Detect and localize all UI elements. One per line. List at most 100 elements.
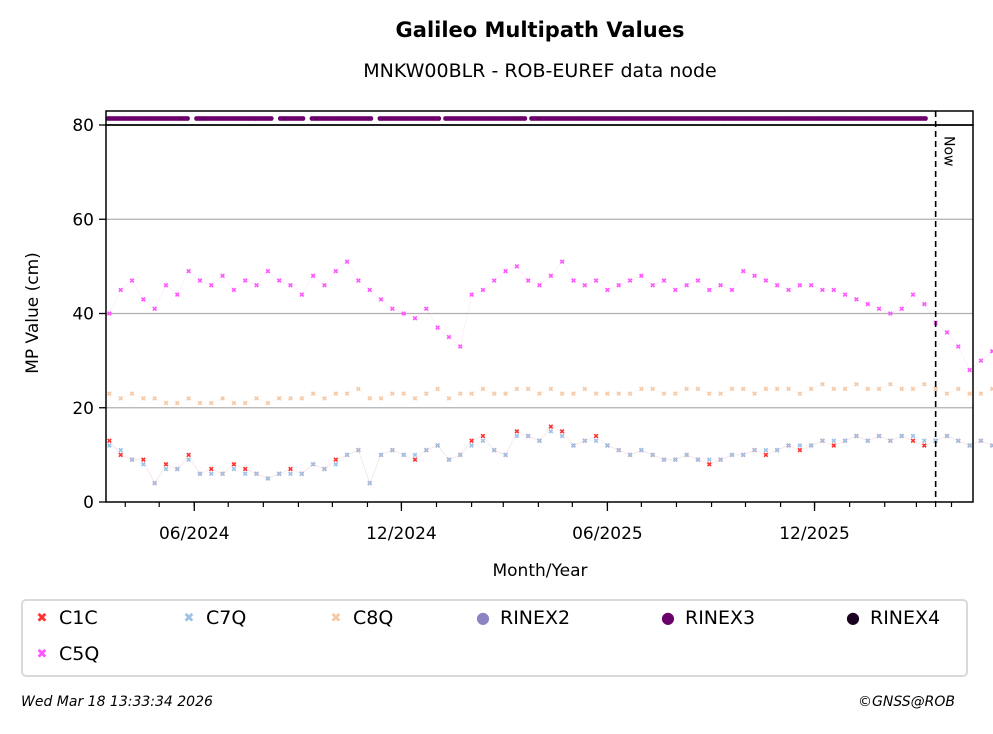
data-point-c8q	[684, 386, 690, 392]
series-connector	[561, 431, 574, 446]
data-point-c7q	[582, 438, 588, 444]
data-point-c1c	[140, 457, 146, 462]
data-point-c7q	[333, 461, 339, 467]
data-point-c8q	[661, 391, 667, 396]
legend-label: RINEX3	[685, 607, 756, 629]
data-point-c8q	[242, 400, 248, 406]
y-tick-label: 60	[72, 210, 94, 230]
data-point-c8q	[423, 391, 429, 396]
data-point-c8q	[118, 395, 124, 401]
data-point-c1c	[163, 461, 169, 467]
data-point-c7q	[808, 443, 814, 448]
data-point-c7q	[514, 433, 520, 439]
data-point-c8q	[435, 386, 440, 392]
data-point-c5q	[129, 278, 135, 283]
data-point-c5q	[571, 278, 576, 283]
data-point-c5q	[820, 287, 825, 293]
data-point-c8q	[876, 386, 882, 392]
data-point-c8q	[344, 391, 350, 396]
data-point-c7q	[786, 443, 791, 448]
data-point-c8q	[537, 391, 542, 396]
y-tick-label: 20	[72, 399, 94, 419]
series-connector	[516, 266, 529, 281]
dot-marker-icon: ●	[661, 608, 675, 627]
x-tick-label: 06/2025	[572, 524, 643, 544]
data-point-c7q	[740, 452, 746, 458]
data-point-c5q	[921, 301, 927, 307]
data-point-c8q	[163, 400, 169, 406]
data-point-c8q	[310, 391, 316, 396]
data-point-c5q	[423, 306, 429, 312]
data-point-c8q	[978, 391, 984, 396]
series-connector	[539, 426, 552, 441]
series-connector	[109, 440, 122, 456]
data-point-c7q	[457, 452, 463, 458]
data-point-c7q	[888, 438, 893, 444]
data-point-c5q	[706, 287, 712, 293]
series-connector	[176, 454, 189, 470]
legend-item-rinex3: ● RINEX3	[661, 607, 755, 629]
data-point-c1c	[593, 433, 599, 439]
data-point-c7q	[718, 457, 723, 462]
data-point-c5q	[740, 268, 746, 274]
dot-marker-icon: ●	[476, 608, 490, 627]
data-point-c5q	[910, 292, 916, 298]
data-point-c8q	[389, 391, 395, 396]
data-point-c5q	[695, 278, 701, 283]
data-points	[107, 259, 993, 486]
data-point-c7q	[616, 447, 622, 453]
data-point-c8q	[548, 386, 554, 392]
now-label: Now	[941, 136, 957, 167]
data-point-c5q	[865, 301, 871, 307]
data-point-c7q	[401, 452, 407, 458]
data-point-c8q	[491, 391, 497, 396]
data-point-c5q	[650, 282, 656, 288]
rinex3-point	[923, 116, 928, 121]
data-point-c7q	[933, 438, 939, 444]
data-point-c5q	[208, 282, 214, 288]
y-tick-label: 80	[72, 116, 94, 136]
data-point-c8q	[412, 395, 418, 401]
data-point-c5q	[333, 268, 339, 274]
data-point-c7q	[763, 447, 769, 453]
data-point-c8q	[967, 391, 972, 396]
data-point-c8q	[797, 391, 803, 396]
data-point-c7q	[978, 438, 984, 444]
data-point-c7q	[921, 438, 927, 444]
data-point-c5q	[288, 282, 293, 288]
series-connector	[154, 468, 167, 484]
data-point-c7q	[356, 447, 361, 453]
series-connector	[459, 294, 472, 347]
data-point-c8q	[808, 386, 814, 392]
legend-label: C5Q	[59, 643, 100, 665]
data-point-c7q	[627, 452, 633, 458]
data-point-c8q	[616, 391, 622, 396]
series-connector	[901, 294, 914, 310]
data-point-c1c	[921, 443, 927, 448]
data-point-c7q	[639, 447, 644, 453]
x-marker-icon: ✖	[330, 610, 342, 626]
data-point-c5q	[774, 282, 780, 288]
data-point-c5q	[469, 292, 474, 298]
data-point-c7q	[140, 461, 146, 467]
data-point-c5q	[435, 325, 440, 331]
data-point-c5q	[752, 273, 757, 279]
data-point-c5q	[152, 306, 158, 312]
series-connector	[731, 270, 744, 291]
data-point-c5q	[661, 278, 667, 283]
data-point-c5q	[582, 282, 588, 288]
data-point-c5q	[842, 292, 848, 298]
series-connector	[561, 261, 574, 281]
data-point-c7q	[967, 443, 972, 448]
data-point-c7q	[276, 471, 282, 477]
data-point-c7q	[910, 433, 916, 439]
data-point-c5q	[174, 292, 180, 298]
data-point-c5q	[310, 273, 316, 279]
legend-item-c1c: ✖ C1C	[35, 607, 98, 629]
data-point-c5q	[401, 311, 407, 316]
data-point-c8q	[774, 386, 780, 392]
data-point-c8q	[140, 395, 146, 401]
data-point-c5q	[978, 358, 984, 363]
data-point-c7q	[876, 433, 882, 439]
data-point-c8q	[152, 395, 158, 401]
